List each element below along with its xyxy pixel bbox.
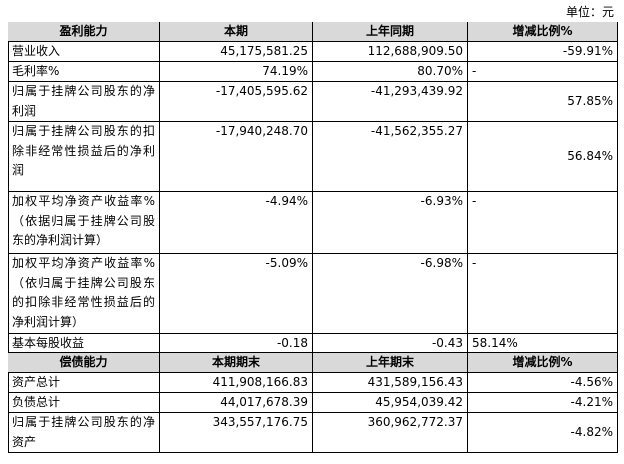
table-cell: 加权平均净资产收益率%（依归属于挂牌公司股东的扣除非经常性损益后的净利润计算） — [8, 254, 160, 334]
table-cell: -0.18 — [160, 334, 313, 353]
header-cell: 本期 — [160, 22, 313, 42]
table-cell: 归属于挂牌公司股东的净资产 — [8, 413, 160, 453]
table-cell: -59.91% — [468, 42, 618, 62]
table-cell: - — [468, 62, 618, 82]
table-cell: 56.84% — [468, 122, 618, 192]
table-cell: 58.14% — [468, 334, 618, 353]
header-cell: 增减比例% — [468, 353, 618, 373]
table-cell: 45,954,039.42 — [313, 393, 468, 413]
table-cell: -0.43 — [313, 334, 468, 353]
table-cell: 负债总计 — [8, 393, 160, 413]
table-cell: -17,405,595.62 — [160, 82, 313, 122]
table-cell: 资产总计 — [8, 373, 160, 393]
table-cell: 80.70% — [313, 62, 468, 82]
table-cell: 加权平均净资产收益率%（依据归属于挂牌公司股东的净利润计算） — [8, 192, 160, 254]
table-cell: -5.09% — [160, 254, 313, 334]
table-cell: -17,940,248.70 — [160, 122, 313, 192]
table-cell: 431,589,156.43 — [313, 373, 468, 393]
table-cell: -4.82% — [468, 413, 618, 453]
table-cell: -6.93% — [313, 192, 468, 254]
header-cell: 盈利能力 — [8, 22, 160, 42]
header-cell: 上年期末 — [313, 353, 468, 373]
table-cell: -4.94% — [160, 192, 313, 254]
table-cell: 57.85% — [468, 82, 618, 122]
table-cell: 归属于挂牌公司股东的扣除非经常性损益后的净利润 — [8, 122, 160, 192]
table-cell: - — [468, 192, 618, 254]
table-cell: -6.98% — [313, 254, 468, 334]
table-cell: -41,293,439.92 — [313, 82, 468, 122]
table-cell: 74.19% — [160, 62, 313, 82]
table-cell: 360,962,772.37 — [313, 413, 468, 453]
table-cell: - — [468, 254, 618, 334]
table-cell: 归属于挂牌公司股东的净利润 — [8, 82, 160, 122]
table-cell: -41,562,355.27 — [313, 122, 468, 192]
table-cell: 基本每股收益 — [8, 334, 160, 353]
table-cell: 45,175,581.25 — [160, 42, 313, 62]
table-cell: 343,557,176.75 — [160, 413, 313, 453]
table-cell: -4.56% — [468, 373, 618, 393]
header-cell: 本期期末 — [160, 353, 313, 373]
table-cell: 44,017,678.39 — [160, 393, 313, 413]
header-cell: 偿债能力 — [8, 353, 160, 373]
table-cell: 毛利率% — [8, 62, 160, 82]
table-cell: 411,908,166.83 — [160, 373, 313, 393]
table-cell: 112,688,909.50 — [313, 42, 468, 62]
table-cell: 营业收入 — [8, 42, 160, 62]
header-cell: 上年同期 — [313, 22, 468, 42]
header-cell: 增减比例% — [468, 22, 618, 42]
table-cell: -4.21% — [468, 393, 618, 413]
unit-label: 单位：元 — [565, 5, 614, 19]
